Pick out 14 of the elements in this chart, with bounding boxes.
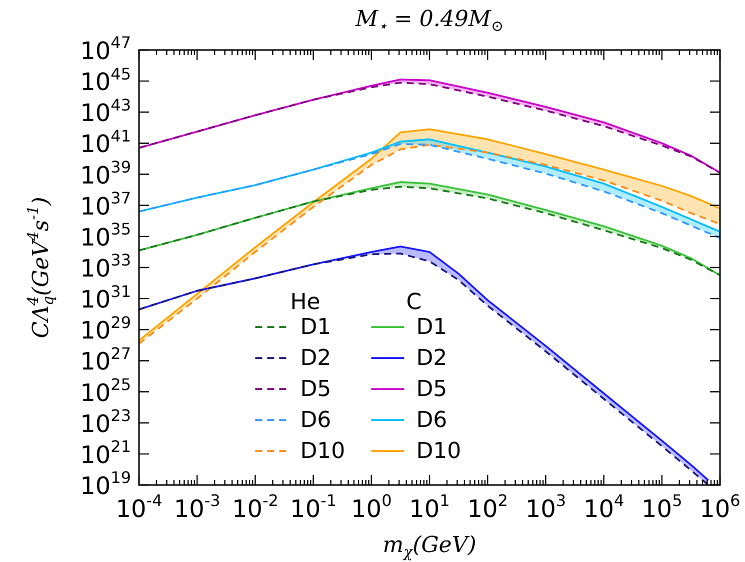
legend-label: D5 <box>416 377 448 402</box>
legend-label: D2 <box>416 346 448 372</box>
legend-label: D1 <box>300 315 332 340</box>
annotation: He <box>290 290 320 316</box>
y-axis-title: CΛq4(GeV4s-1) <box>24 196 57 338</box>
legend-label: D6 <box>300 408 332 434</box>
annotation: C <box>406 290 422 316</box>
legend-label: D1 <box>416 315 448 340</box>
legend-label: D10 <box>416 439 462 464</box>
chart-title: M⋆ = 0.49M⊙ <box>354 7 504 35</box>
legend-label: D10 <box>300 439 346 464</box>
legend-label: D5 <box>300 377 332 402</box>
legend-label: D6 <box>416 408 448 434</box>
legend-label: D2 <box>300 346 332 372</box>
